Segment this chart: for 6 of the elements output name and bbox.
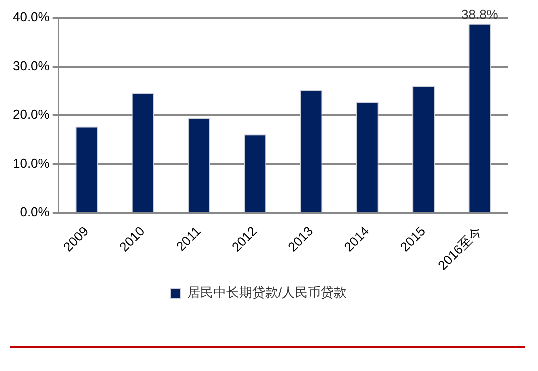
y-tick-label: 40.0% [12,10,50,25]
y-tick-label: 10.0% [12,156,50,171]
y-tick-label: 30.0% [12,58,50,74]
y-tick-label: 20.0% [12,107,50,122]
legend-label: 居民中长期贷款/人民币贷款 [187,285,348,300]
y-tick-label: 0.0% [20,204,50,220]
